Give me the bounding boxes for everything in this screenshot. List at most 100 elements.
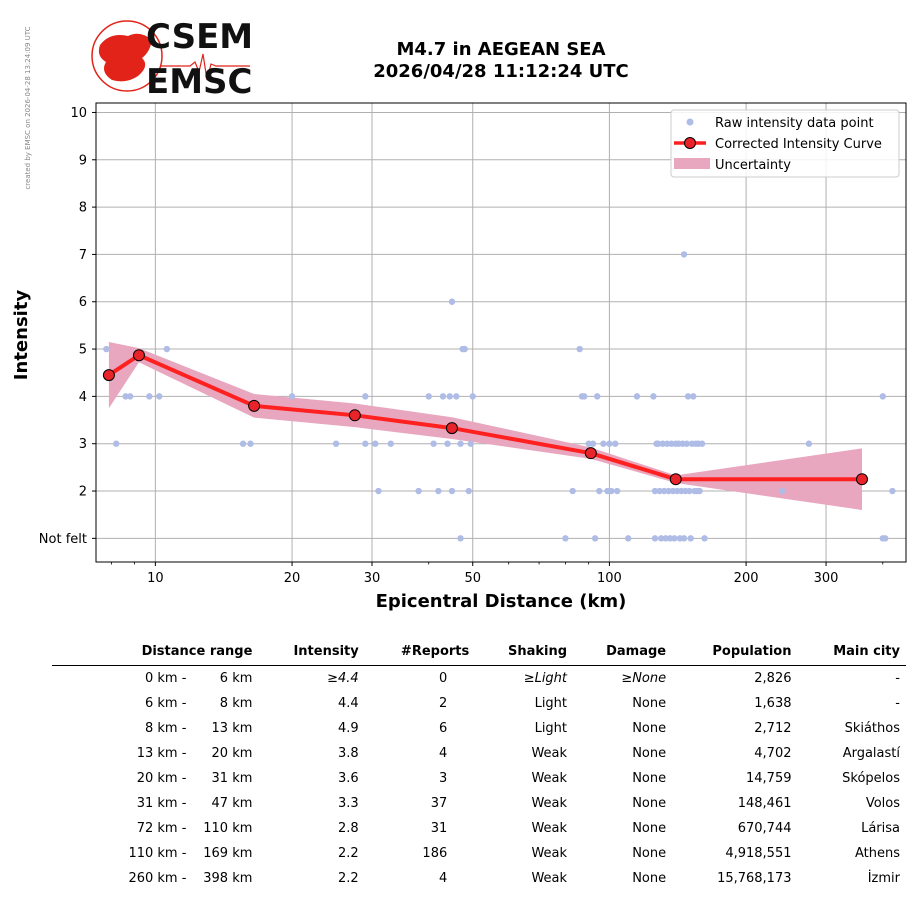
range-end: 6 km bbox=[219, 671, 253, 686]
cell-intensity: 2.2 bbox=[338, 871, 359, 886]
y-tick-label: 5 bbox=[79, 343, 87, 358]
raw-data-point bbox=[701, 535, 708, 542]
legend-raw-label: Raw intensity data point bbox=[715, 116, 874, 131]
table-row: 6 km - 8 km 4.4 2 Light None 1,638 - bbox=[52, 691, 906, 716]
cell-damage: None bbox=[632, 746, 667, 761]
raw-data-point bbox=[163, 345, 171, 353]
raw-data-point bbox=[465, 487, 472, 495]
cell-intensity: 3.3 bbox=[338, 796, 359, 811]
range-start: 260 km - bbox=[128, 871, 187, 886]
raw-data-point bbox=[435, 487, 442, 495]
raw-data-point bbox=[660, 487, 668, 495]
cell-intensity: 3.6 bbox=[338, 771, 359, 786]
logo-map-icon bbox=[98, 33, 152, 82]
y-tick-label: 3 bbox=[79, 437, 87, 452]
cell-damage: None bbox=[632, 696, 667, 711]
cell-shaking: Weak bbox=[531, 871, 568, 886]
y-tick-label: 10 bbox=[70, 106, 87, 121]
raw-data-point bbox=[439, 393, 447, 400]
col-intensity: Intensity bbox=[258, 640, 365, 666]
cell-population: 14,759 bbox=[746, 771, 792, 786]
cell-damage: None bbox=[632, 721, 667, 736]
raw-data-point bbox=[612, 440, 619, 447]
plot-frame bbox=[95, 102, 907, 563]
intensity-curve-markers bbox=[102, 349, 868, 486]
y-tick-label: 7 bbox=[79, 248, 87, 263]
logo-globe-icon bbox=[91, 20, 163, 92]
cell-main-city: - bbox=[895, 696, 900, 711]
raw-data-point bbox=[594, 393, 601, 400]
legend-curve-marker-icon bbox=[684, 137, 696, 149]
col-population: Population bbox=[672, 640, 798, 666]
raw-data-point bbox=[613, 487, 621, 495]
cell-intensity: 2.8 bbox=[338, 821, 359, 836]
raw-data-point bbox=[448, 298, 456, 305]
cell-main-city: İzmir bbox=[867, 871, 900, 886]
cell-distance-range: 6 km - 8 km bbox=[52, 691, 258, 716]
raw-data-point bbox=[778, 487, 786, 495]
cell-population: 670,744 bbox=[737, 821, 792, 836]
cell-shaking: Weak bbox=[531, 821, 568, 836]
cell-shaking: Light bbox=[534, 721, 568, 736]
range-start: 110 km - bbox=[128, 846, 187, 861]
raw-data-point bbox=[671, 535, 678, 542]
cell-shaking: Weak bbox=[531, 771, 568, 786]
cell-distance-range: 260 km - 398 km bbox=[52, 866, 258, 891]
curve-marker bbox=[855, 473, 868, 486]
x-tick-label: 20 bbox=[284, 571, 301, 586]
raw-data-point bbox=[453, 393, 460, 400]
range-start: 20 km - bbox=[136, 771, 187, 786]
raw-data-point bbox=[596, 487, 603, 495]
x-tick-label: 50 bbox=[464, 571, 481, 586]
range-end: 47 km bbox=[211, 796, 253, 811]
cell-main-city: Athens bbox=[854, 846, 900, 861]
table-row: 0 km - 6 km ≥4.4 0 ≥Light ≥None 2,826 - bbox=[52, 666, 906, 692]
x-axis-ticks: 10 20 30 50 100 200 300 bbox=[110, 562, 884, 586]
raw-data-point bbox=[446, 393, 453, 400]
raw-data-point bbox=[659, 440, 666, 447]
range-start: 8 km - bbox=[144, 721, 187, 736]
curve-marker bbox=[102, 369, 115, 382]
cell-intensity: 2.2 bbox=[338, 846, 359, 861]
raw-data-point bbox=[591, 535, 599, 542]
cell-shaking: Weak bbox=[531, 846, 568, 861]
cell-distance-range: 110 km - 169 km bbox=[52, 841, 258, 866]
raw-data-point bbox=[576, 345, 583, 353]
raw-data-point bbox=[146, 393, 153, 400]
raw-data-point bbox=[362, 440, 369, 447]
cell-population: 2,712 bbox=[754, 721, 792, 736]
raw-data-point bbox=[696, 487, 703, 495]
x-tick-label: 30 bbox=[364, 571, 381, 586]
cell-damage: None bbox=[632, 871, 667, 886]
table-row: 8 km - 13 km 4.9 6 Light None 2,712 Skiáthos bbox=[52, 716, 906, 741]
range-end: 20 km bbox=[211, 746, 253, 761]
range-end: 31 km bbox=[211, 771, 253, 786]
raw-data-point bbox=[448, 487, 456, 495]
raw-points bbox=[103, 251, 896, 542]
raw-data-point bbox=[608, 487, 615, 495]
cell-distance-range: 8 km - 13 km bbox=[52, 716, 258, 741]
cell-distance-range: 20 km - 31 km bbox=[52, 766, 258, 791]
raw-data-point bbox=[680, 251, 688, 258]
table-row: 110 km - 169 km 2.2 186 Weak None 4,918,551 Ath… bbox=[52, 841, 906, 866]
curve-marker bbox=[445, 422, 458, 435]
table-row: 13 km - 20 km 3.8 4 Weak None 4,702 Argalastí bbox=[52, 741, 906, 766]
raw-data-point bbox=[879, 393, 886, 400]
logo-text-emsc: EMSC bbox=[146, 62, 253, 102]
raw-data-point bbox=[467, 440, 474, 447]
raw-data-point bbox=[425, 393, 432, 400]
intensity-curve-line bbox=[107, 353, 862, 482]
raw-data-point bbox=[126, 393, 134, 400]
range-end: 8 km bbox=[219, 696, 253, 711]
cell-shaking: ≥Light bbox=[523, 671, 568, 686]
range-start: 31 km - bbox=[136, 796, 187, 811]
raw-data-point bbox=[113, 440, 120, 447]
raw-data-point bbox=[657, 535, 665, 542]
raw-data-point bbox=[239, 440, 247, 447]
y-axis-label: Intensity bbox=[11, 290, 32, 381]
raw-data-point bbox=[662, 535, 669, 542]
col-distance-range: Distance range bbox=[52, 640, 259, 666]
raw-data-point bbox=[656, 487, 663, 495]
cell-damage: None bbox=[632, 846, 667, 861]
raw-data-point bbox=[372, 440, 379, 447]
